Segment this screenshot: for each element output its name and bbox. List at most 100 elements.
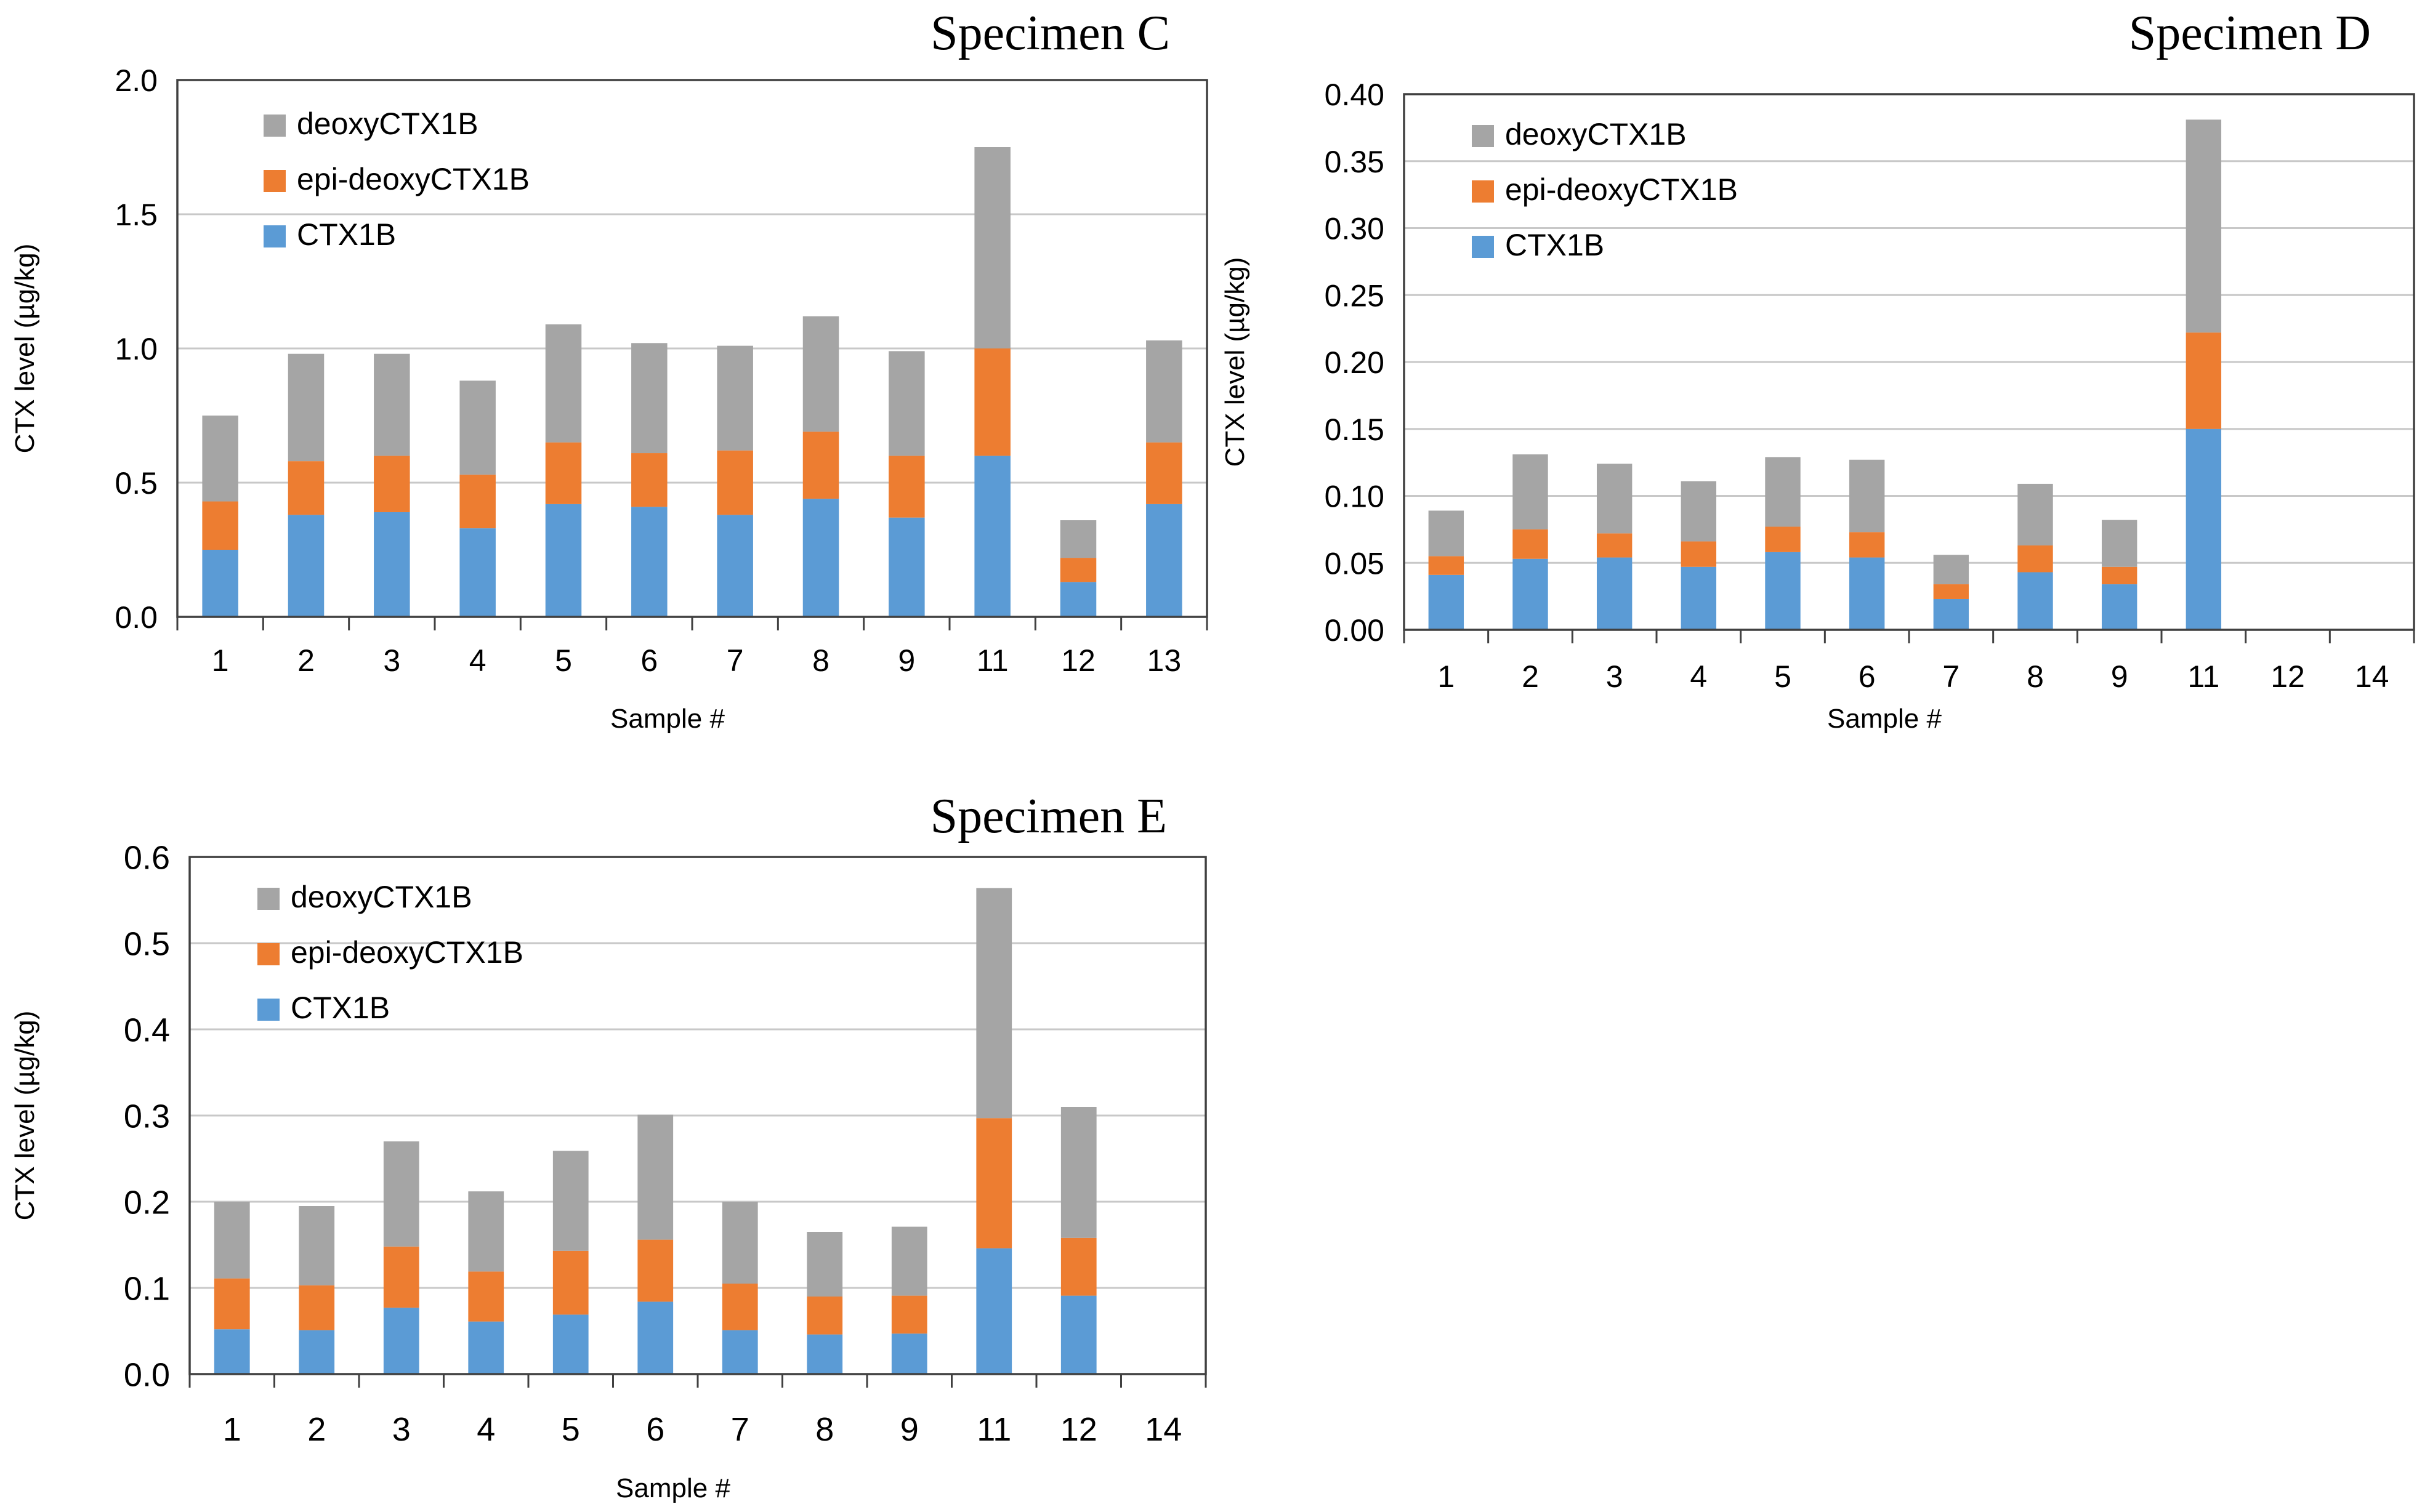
bar-segment-epi-deoxyctx1b (974, 348, 1011, 456)
bar-segment-deoxyctx1b (891, 1226, 927, 1296)
bar-segment-deoxyctx1b (1849, 459, 1885, 533)
bar-segment-ctx1b (552, 1314, 589, 1374)
bar-segment-deoxyctx1b (374, 353, 410, 456)
bar-segment-deoxyctx1b (2186, 119, 2222, 333)
x-tick-label: 4 (477, 1411, 495, 1448)
bar-segment-ctx1b (383, 1308, 419, 1374)
x-axis-label: Sample # (1827, 704, 1942, 734)
bar-segment-epi-deoxyctx1b (1765, 526, 1801, 552)
y-tick-label: 0.05 (1325, 546, 1384, 581)
x-tick-label: 7 (731, 1411, 749, 1448)
bar-segment-ctx1b (1849, 557, 1885, 630)
bar-segment-epi-deoxyctx1b (214, 1278, 250, 1330)
bar-segment-ctx1b (459, 528, 496, 617)
legend-label: CTX1B (1505, 228, 1604, 262)
legend-label: CTX1B (291, 991, 390, 1025)
bar-segment-deoxyctx1b (1060, 1107, 1097, 1238)
x-tick-label: 8 (812, 643, 830, 678)
bar-segment-epi-deoxyctx1b (1681, 541, 1717, 567)
bar-segment-epi-deoxyctx1b (2186, 332, 2222, 429)
bar-segment-deoxyctx1b (1765, 457, 1801, 527)
bar-segment-ctx1b (299, 1330, 335, 1374)
x-tick-label: 3 (1606, 659, 1623, 694)
x-tick-label: 5 (1774, 659, 1791, 694)
bar-segment-ctx1b (545, 504, 582, 617)
bar-segment-epi-deoxyctx1b (288, 461, 325, 515)
legend-label: CTX1B (297, 217, 396, 252)
bar-segment-deoxyctx1b (637, 1114, 674, 1240)
bar-segment-ctx1b (2017, 572, 2053, 630)
x-tick-label: 11 (2187, 659, 2219, 694)
chart-title: Specimen D (2129, 6, 2371, 60)
x-tick-label: 4 (1690, 659, 1707, 694)
bar-segment-epi-deoxyctx1b (1849, 532, 1885, 558)
x-tick-label: 12 (1060, 1411, 1097, 1448)
bar-segment-epi-deoxyctx1b (637, 1239, 674, 1302)
x-tick-label: 1 (1437, 659, 1455, 694)
bar-segment-ctx1b (1512, 558, 1548, 630)
legend-label: deoxyCTX1B (297, 107, 478, 141)
bar-segment-deoxyctx1b (807, 1232, 843, 1297)
y-tick-label: 0.40 (1325, 78, 1384, 112)
x-tick-label: 12 (1061, 643, 1096, 678)
legend-label: epi-deoxyCTX1B (1505, 172, 1738, 207)
x-tick-label: 1 (223, 1411, 241, 1448)
x-tick-label: 4 (469, 643, 486, 678)
bar-segment-epi-deoxyctx1b (722, 1284, 758, 1330)
x-tick-label: 6 (646, 1411, 664, 1448)
bar-segment-deoxyctx1b (545, 324, 582, 443)
bar-segment-deoxyctx1b (976, 888, 1012, 1119)
bar-segment-deoxyctx1b (459, 380, 496, 475)
bar-segment-deoxyctx1b (468, 1191, 504, 1272)
legend-label: epi-deoxyCTX1B (297, 162, 530, 196)
y-tick-label: 0.0 (115, 600, 158, 635)
bar-segment-epi-deoxyctx1b (1596, 533, 1633, 558)
y-tick-label: 0.5 (115, 466, 158, 501)
bar-segment-ctx1b (722, 1330, 758, 1374)
x-tick-label: 13 (1147, 643, 1182, 678)
x-tick-label: 9 (898, 643, 915, 678)
x-tick-label: 6 (1859, 659, 1876, 694)
x-tick-label: 7 (727, 643, 744, 678)
y-tick-label: 0.30 (1325, 212, 1384, 246)
legend-swatch (1472, 236, 1494, 258)
bar-segment-epi-deoxyctx1b (1428, 556, 1464, 575)
bar-segment-ctx1b (1428, 574, 1464, 630)
bar-segment-epi-deoxyctx1b (1060, 558, 1097, 582)
bar-segment-ctx1b (1933, 598, 1969, 630)
bar-segment-epi-deoxyctx1b (1060, 1237, 1097, 1296)
x-tick-label: 2 (297, 643, 315, 678)
x-tick-label: 3 (383, 643, 400, 678)
y-axis-label: CTX level (µg/kg) (10, 1011, 40, 1221)
y-axis-label: CTX level (µg/kg) (1220, 257, 1250, 467)
bar-segment-ctx1b (637, 1301, 674, 1374)
bar-segment-deoxyctx1b (1512, 454, 1548, 529)
x-tick-label: 9 (900, 1411, 919, 1448)
bar-segment-deoxyctx1b (631, 343, 668, 454)
y-tick-label: 0.5 (124, 925, 170, 962)
x-tick-label: 8 (815, 1411, 834, 1448)
bar-segment-ctx1b (288, 515, 325, 617)
bar-segment-deoxyctx1b (722, 1202, 758, 1284)
x-tick-label: 7 (1942, 659, 1960, 694)
x-tick-label: 5 (562, 1411, 580, 1448)
y-axis-label: CTX level (µg/kg) (10, 244, 40, 454)
bar-segment-epi-deoxyctx1b (374, 456, 410, 512)
legend-label: deoxyCTX1B (291, 880, 472, 914)
bar-segment-epi-deoxyctx1b (299, 1285, 335, 1330)
x-tick-label: 2 (1522, 659, 1539, 694)
bar-segment-ctx1b (2101, 584, 2137, 630)
y-tick-label: 1.0 (115, 332, 158, 366)
bar-segment-epi-deoxyctx1b (631, 453, 668, 507)
bar-segment-epi-deoxyctx1b (717, 450, 753, 515)
bar-segment-ctx1b (1681, 566, 1717, 630)
bar-segment-deoxyctx1b (802, 316, 839, 432)
bar-segment-deoxyctx1b (202, 416, 238, 502)
bar-segment-deoxyctx1b (1060, 520, 1097, 558)
y-tick-label: 0.20 (1325, 345, 1384, 380)
bar-segment-deoxyctx1b (214, 1202, 250, 1279)
bar-segment-ctx1b (802, 499, 839, 617)
bar-segment-epi-deoxyctx1b (552, 1250, 589, 1315)
legend-swatch (1472, 125, 1494, 147)
